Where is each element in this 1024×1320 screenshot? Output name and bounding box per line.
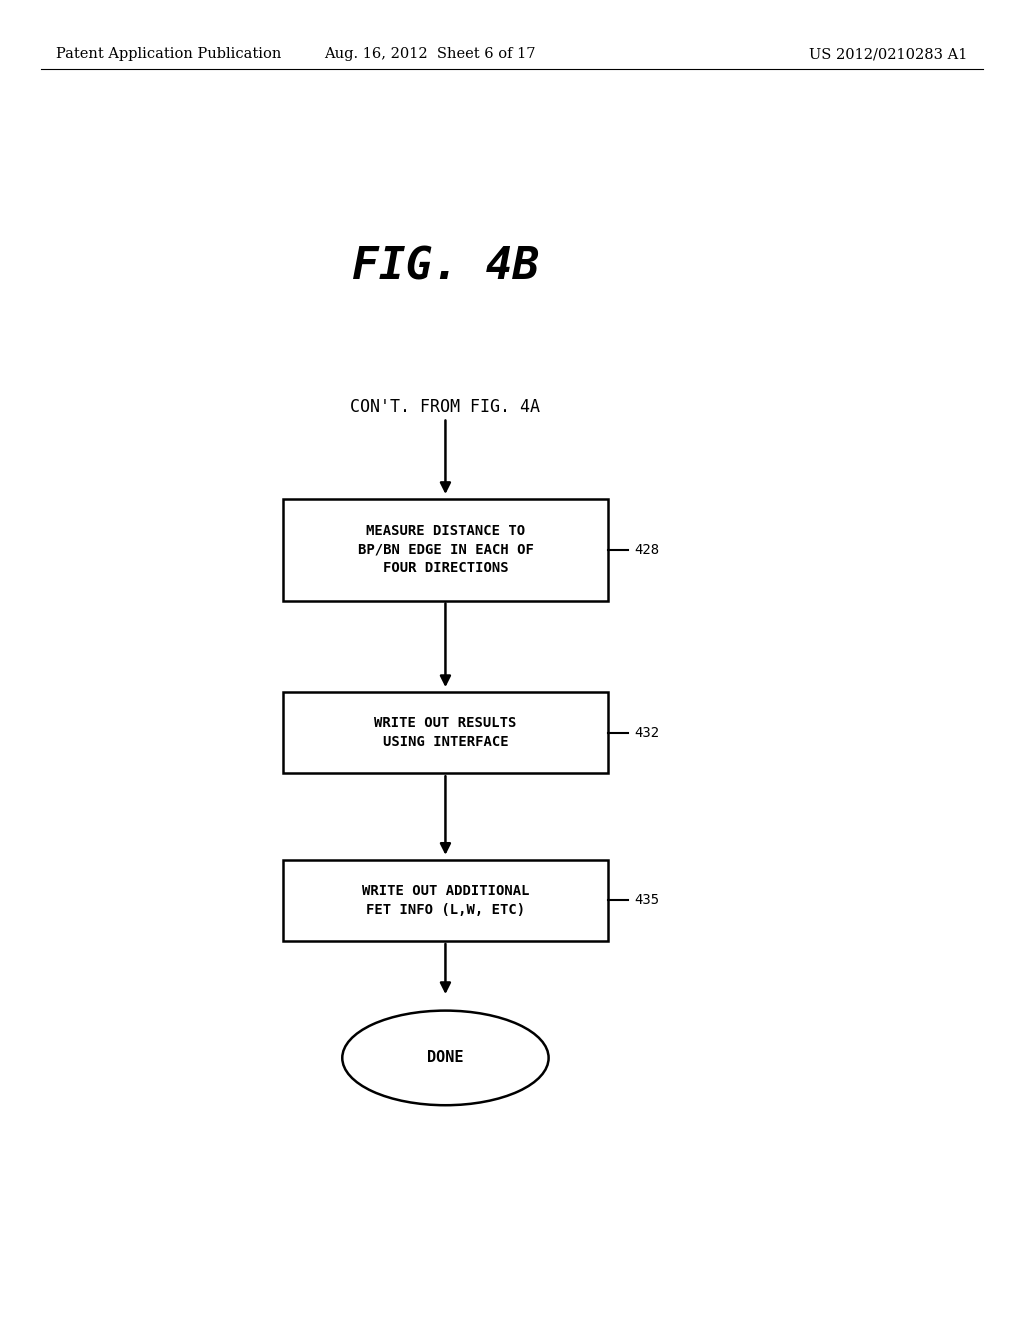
Text: Aug. 16, 2012  Sheet 6 of 17: Aug. 16, 2012 Sheet 6 of 17 [325, 48, 536, 61]
Text: 432: 432 [634, 726, 659, 739]
Text: 428: 428 [634, 543, 659, 557]
Text: Patent Application Publication: Patent Application Publication [56, 48, 282, 61]
Text: DONE: DONE [427, 1051, 464, 1065]
Text: WRITE OUT RESULTS
USING INTERFACE: WRITE OUT RESULTS USING INTERFACE [374, 717, 517, 748]
Text: 435: 435 [634, 894, 659, 907]
Ellipse shape [342, 1011, 549, 1105]
Text: US 2012/0210283 A1: US 2012/0210283 A1 [809, 48, 968, 61]
Text: FIG. 4B: FIG. 4B [352, 246, 539, 289]
FancyBboxPatch shape [283, 859, 608, 941]
Text: MEASURE DISTANCE TO
BP/BN EDGE IN EACH OF
FOUR DIRECTIONS: MEASURE DISTANCE TO BP/BN EDGE IN EACH O… [357, 524, 534, 576]
Text: CON'T. FROM FIG. 4A: CON'T. FROM FIG. 4A [350, 399, 541, 416]
FancyBboxPatch shape [283, 692, 608, 774]
Text: WRITE OUT ADDITIONAL
FET INFO (L,W, ETC): WRITE OUT ADDITIONAL FET INFO (L,W, ETC) [361, 884, 529, 916]
FancyBboxPatch shape [283, 499, 608, 601]
